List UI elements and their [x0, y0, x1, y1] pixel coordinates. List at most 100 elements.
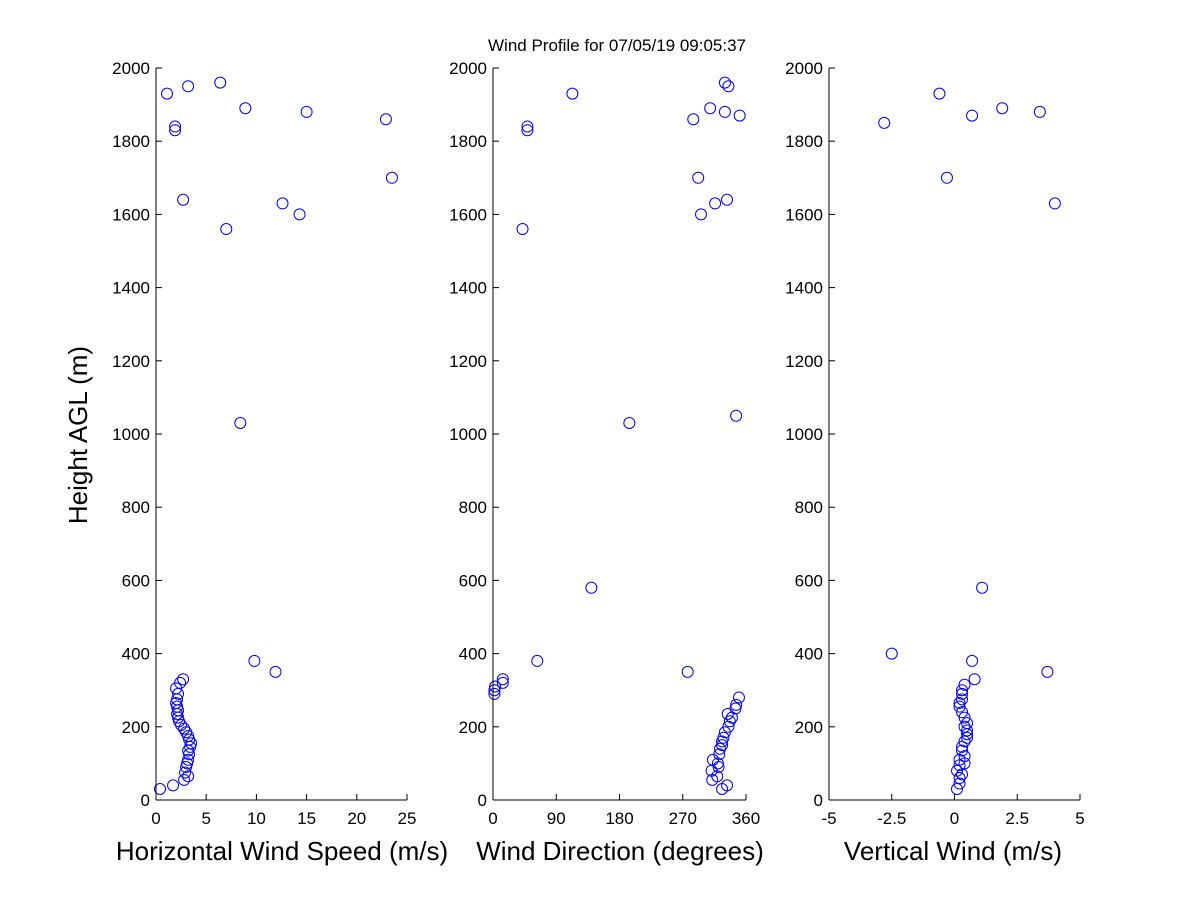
direction-data-point: [704, 102, 717, 115]
wind-direction-points: [488, 76, 746, 796]
direction-data-point: [716, 783, 729, 796]
speed-data-point: [276, 197, 289, 210]
vertical-data-point: [1048, 197, 1061, 210]
direction-x-tick-label: 360: [732, 809, 760, 828]
horizontal-wind-speed-points: [154, 76, 398, 796]
direction-data-point: [585, 581, 598, 594]
direction-data-point: [687, 113, 700, 126]
direction-data-point: [716, 739, 729, 752]
direction-data-point: [706, 753, 719, 766]
vertical-data-point: [958, 750, 971, 763]
vertical-wind-axis-label: Vertical Wind (m/s): [844, 836, 1062, 866]
vertical-data-point: [1033, 105, 1046, 118]
direction-x-tick-label: 270: [669, 809, 697, 828]
direction-data-point: [730, 409, 743, 422]
speed-data-point: [161, 87, 174, 100]
vertical-x-tick-label: -2.5: [877, 809, 906, 828]
speed-y-tick-label: 2000: [112, 59, 150, 78]
speed-data-point: [169, 124, 182, 137]
vertical-data-point: [956, 693, 969, 706]
vertical-data-point: [956, 706, 969, 719]
direction-y-tick-label: 200: [459, 718, 487, 737]
direction-data-point: [713, 748, 726, 761]
direction-data-point: [730, 698, 743, 711]
direction-data-point: [717, 731, 730, 744]
vertical-data-point: [966, 109, 979, 122]
speed-data-point: [179, 766, 192, 779]
direction-data-point: [681, 665, 694, 678]
speed-data-point: [234, 417, 247, 430]
direction-data-point: [521, 120, 534, 133]
vertical-data-point: [953, 777, 966, 790]
direction-data-point: [489, 680, 502, 693]
speed-data-point: [177, 673, 190, 686]
vertical-data-point: [961, 724, 974, 737]
wind-direction-axis-label: Wind Direction (degrees): [476, 836, 764, 866]
speed-data-point: [178, 773, 191, 786]
speed-y-tick-label: 0: [141, 791, 150, 810]
vertical-data-point: [951, 764, 964, 777]
direction-data-point: [488, 684, 501, 697]
speed-y-tick-label: 800: [122, 498, 150, 517]
speed-data-point: [169, 120, 182, 133]
vertical-x-tick-label: 2.5: [1005, 809, 1029, 828]
speed-y-tick-label: 1000: [112, 425, 150, 444]
direction-y-tick-label: 1800: [449, 132, 487, 151]
vertical-y-tick-label: 400: [795, 645, 823, 664]
vertical-data-point: [976, 581, 989, 594]
direction-data-point: [521, 124, 534, 137]
direction-data-point: [496, 673, 509, 686]
direction-x-tick-label: 0: [488, 809, 497, 828]
direction-data-point: [733, 109, 746, 122]
vertical-data-point: [933, 87, 946, 100]
speed-data-point: [182, 770, 195, 783]
direction-data-point: [722, 80, 735, 93]
direction-data-point: [721, 193, 734, 206]
y-axis-label: Height AGL (m): [63, 346, 93, 524]
vertical-data-point: [968, 673, 981, 686]
vertical-wind-points: [878, 87, 1061, 796]
figure-title: Wind Profile for 07/05/19 09:05:37: [488, 36, 746, 55]
vertical-y-tick-label: 2000: [785, 59, 823, 78]
direction-y-tick-label: 0: [478, 791, 487, 810]
speed-x-tick-label: 15: [297, 809, 316, 828]
direction-data-point: [713, 742, 726, 755]
vertical-y-tick-label: 800: [795, 498, 823, 517]
vertical-data-point: [958, 711, 971, 724]
direction-data-point: [692, 171, 705, 184]
horizontal-wind-speed-axis-label: Horizontal Wind Speed (m/s): [116, 836, 448, 866]
vertical-data-point: [956, 744, 969, 757]
direction-x-tick-label: 180: [605, 809, 633, 828]
vertical-data-point: [953, 759, 966, 772]
speed-data-point: [172, 704, 185, 717]
speed-data-point: [214, 76, 227, 89]
direction-data-point: [721, 779, 734, 792]
direction-data-point: [566, 87, 579, 100]
speed-data-point: [174, 676, 187, 689]
vertical-wind-panel: 0 200 400 600 800 1000 1200 1400 1600 1800 2000 -5 -…: [785, 59, 1085, 866]
direction-y-tick-label: 1200: [449, 352, 487, 371]
horizontal-wind-speed-axes: 0 200 400 600 800 1000 1200 1400 1600 1800 2000 0 5 1…: [112, 59, 416, 828]
direction-x-tick-label: 90: [547, 809, 566, 828]
vertical-data-point: [956, 684, 969, 697]
vertical-y-tick-label: 1200: [785, 352, 823, 371]
vertical-y-tick-label: 1000: [785, 425, 823, 444]
direction-data-point: [723, 715, 736, 728]
vertical-data-point: [996, 102, 1009, 115]
direction-y-tick-label: 600: [459, 571, 487, 590]
direction-y-tick-label: 1000: [449, 425, 487, 444]
horizontal-wind-speed-panel: 0 200 400 600 800 1000 1200 1400 1600 1800 2000 0 5 1…: [112, 59, 448, 866]
vertical-data-point: [956, 740, 969, 753]
direction-y-tick-label: 1600: [449, 205, 487, 224]
direction-y-tick-label: 2000: [449, 59, 487, 78]
wind-direction-panel: 0 200 400 600 800 1000 1200 1400 1600 1800 2000 0 90…: [449, 59, 764, 866]
vertical-data-point: [953, 700, 966, 713]
direction-y-tick-label: 400: [459, 645, 487, 664]
speed-y-tick-label: 600: [122, 571, 150, 590]
speed-x-tick-label: 20: [347, 809, 366, 828]
speed-data-point: [167, 779, 180, 792]
vertical-x-tick-label: 0: [950, 809, 959, 828]
vertical-data-point: [958, 678, 971, 691]
speed-x-tick-label: 25: [398, 809, 417, 828]
speed-data-point: [379, 113, 392, 126]
